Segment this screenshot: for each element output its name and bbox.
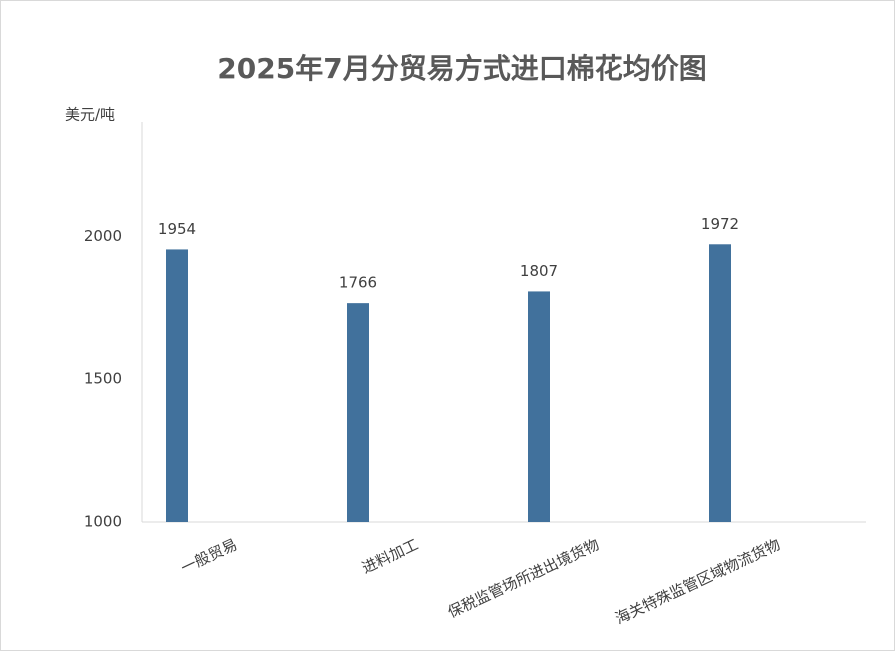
bar — [528, 291, 550, 522]
y-tick-label: 1500 — [84, 370, 122, 388]
bar — [347, 303, 369, 522]
y-axis-label: 美元/吨 — [65, 106, 115, 124]
y-tick-label: 1000 — [84, 513, 122, 531]
bar — [709, 244, 731, 523]
data-label: 1972 — [701, 215, 739, 233]
data-label: 1766 — [339, 274, 377, 292]
data-label: 1807 — [520, 262, 558, 280]
chart-title: 2025年7月分贸易方式进口棉花均价图 — [217, 52, 706, 85]
y-tick-label: 2000 — [84, 227, 122, 245]
data-label: 1954 — [158, 220, 196, 238]
bar — [166, 249, 188, 522]
